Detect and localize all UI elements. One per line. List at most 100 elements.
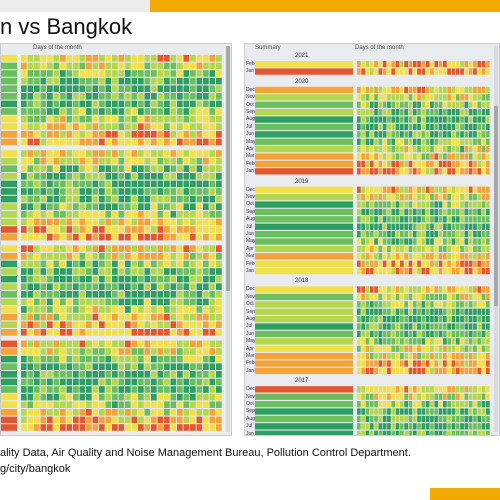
day-cell — [365, 323, 370, 330]
day-cell — [378, 301, 383, 308]
day-cell — [382, 408, 387, 415]
day-cell — [125, 85, 131, 92]
right-heatmap-panel[interactable]: Summary Days of the month 2021 Feb Jan 2020… — [244, 43, 500, 436]
day-cell — [196, 165, 203, 172]
day-cell — [190, 283, 196, 290]
day-cell — [79, 195, 86, 203]
day-cell — [92, 62, 99, 70]
day-cell — [486, 316, 490, 323]
day-cell — [183, 77, 190, 85]
left-heatmap-panel[interactable]: Days of the month — [0, 43, 232, 436]
day-cell — [357, 367, 361, 375]
summary-bar-cell — [255, 168, 353, 175]
day-cell — [378, 208, 383, 216]
left-scrollbar[interactable] — [226, 46, 230, 432]
day-cell — [138, 77, 144, 85]
day-cell — [53, 340, 60, 348]
day-cell — [455, 268, 460, 275]
day-cell — [438, 94, 443, 101]
day-cell — [400, 401, 404, 408]
day-cell — [164, 401, 170, 408]
day-cell — [138, 283, 144, 290]
left-scroll-thumb[interactable] — [226, 46, 230, 291]
day-cell — [66, 416, 73, 424]
summary-cell — [1, 321, 17, 328]
day-cell — [79, 253, 86, 260]
day-cell — [421, 208, 426, 216]
day-cell — [60, 93, 66, 100]
day-cell — [468, 367, 473, 375]
day-cell — [151, 355, 157, 363]
summary-cell — [1, 93, 17, 100]
day-cell — [391, 338, 396, 345]
day-cell — [138, 55, 144, 62]
right-scrollbar[interactable] — [494, 46, 498, 432]
day-cell — [481, 430, 486, 435]
day-cell — [408, 360, 413, 367]
day-cell — [27, 378, 34, 386]
day-cell — [60, 85, 66, 92]
day-cell — [395, 131, 400, 138]
day-cell — [434, 386, 439, 393]
day-cell — [112, 62, 118, 70]
day-cell — [382, 423, 387, 430]
day-cell — [53, 424, 60, 431]
day-cell — [447, 94, 451, 101]
day-cell — [378, 316, 383, 323]
day-cell — [177, 157, 183, 165]
day-cell — [60, 386, 66, 393]
day-cell — [434, 201, 439, 208]
day-cell — [387, 138, 391, 145]
summary-bar-cell — [255, 123, 353, 131]
day-cell — [40, 108, 47, 115]
day-cell — [151, 348, 157, 355]
month-label: Jul — [246, 423, 253, 430]
day-cell — [447, 360, 451, 367]
day-cell — [391, 253, 396, 260]
day-cell — [425, 423, 430, 430]
day-cell — [382, 393, 387, 400]
day-cell — [391, 238, 396, 245]
right-scroll-thumb[interactable] — [494, 106, 498, 306]
day-cell — [66, 363, 73, 370]
day-cell — [477, 286, 482, 293]
day-cell — [138, 195, 144, 203]
day-cell — [183, 329, 190, 336]
day-cell — [481, 216, 486, 223]
month-label: Jan — [246, 367, 255, 374]
day-cell — [438, 393, 443, 400]
summary-bar-cell — [255, 146, 353, 153]
day-cell — [477, 168, 482, 175]
day-cell — [404, 101, 408, 108]
day-cell — [27, 173, 34, 180]
day-cell — [369, 393, 374, 400]
day-cell — [73, 416, 79, 424]
day-cell — [395, 123, 400, 131]
day-cell — [99, 115, 105, 123]
summary-cell — [1, 386, 17, 393]
day-cell — [125, 70, 131, 77]
day-cell — [99, 233, 105, 241]
day-cell — [365, 116, 370, 123]
day-cell — [387, 360, 391, 367]
right-days-header: Days of the month — [355, 45, 404, 51]
day-cell — [395, 308, 400, 315]
day-cell — [112, 55, 118, 62]
day-cell — [209, 363, 216, 370]
day-cell — [170, 218, 177, 226]
day-cell — [53, 138, 60, 146]
day-cell — [387, 367, 391, 375]
day-cell — [460, 168, 464, 175]
day-cell — [473, 86, 477, 94]
day-cell — [387, 308, 391, 315]
day-cell — [118, 195, 125, 203]
day-cell — [86, 100, 92, 108]
day-cell — [460, 61, 464, 68]
day-cell — [447, 308, 451, 315]
day-cell — [216, 371, 222, 378]
day-cell — [73, 150, 79, 157]
day-cell — [369, 208, 374, 216]
day-cell — [125, 253, 131, 260]
day-cell — [190, 77, 196, 85]
day-cell — [183, 378, 190, 386]
